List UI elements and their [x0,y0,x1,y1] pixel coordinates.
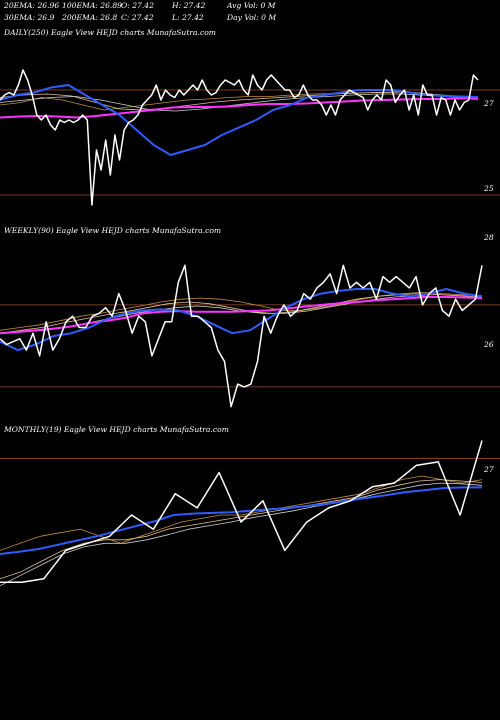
panel-weekly-series-ema-fast [0,288,483,352]
panel-daily-tick-0: 27 [483,99,494,108]
stat-close: C: 27.42 [121,13,154,22]
stat-100ema: 100EMA: 26.89 [62,1,122,10]
panel-weekly-series-ema-slow [0,296,483,335]
panel-monthly-series-price [0,440,483,584]
panel-monthly-series-ema-fast [0,486,482,555]
panel-daily: DAILY(250) Eagle View HEJD charts Munafa… [0,28,500,206]
panel-daily-series-ma-c [0,93,479,112]
panel-monthly-series-ma-b [0,479,483,580]
stat-low: L: 27.42 [171,13,204,22]
panel-weekly-title: WEEKLY(90) Eagle View HEJD charts Munafa… [4,226,221,235]
stat-open: O: 27.42 [121,1,154,10]
panel-daily-title: DAILY(250) Eagle View HEJD charts Munafa… [3,28,216,37]
panel-weekly-series-ma-a [0,291,483,331]
panel-daily-series-price [0,69,479,206]
stat-avg-vol: Avg Vol: 0 M [226,1,276,10]
panel-monthly: MONTHLY(19) Eagle View HEJD charts Munaf… [0,425,500,587]
stat-200ema: 200EMA: 26.8 [61,13,117,22]
panel-weekly-levels [0,304,500,388]
stat-30ema: 30EMA: 26.9 [4,13,55,22]
panel-monthly-series [0,440,483,587]
stat-high: H: 27.42 [171,1,206,10]
panel-monthly-series-ma-c [0,482,483,587]
stat-20ema: 20EMA: 26.96 [3,1,59,10]
header-stats: 20EMA: 26.96 100EMA: 26.89 O: 27.42 H: 2… [3,1,276,22]
panel-weekly-series-price [0,264,483,408]
panel-monthly-title: MONTHLY(19) Eagle View HEJD charts Munaf… [3,425,229,434]
panel-weekly-tick-1: 26 [483,340,494,349]
panel-daily-series [0,69,479,206]
panel-weekly-series [0,264,483,408]
panel-daily-tick-1: 25 [483,184,494,193]
panel-weekly: WEEKLY(90) Eagle View HEJD charts Munafa… [0,226,500,408]
stat-day-vol: Day Vol: 0 M [226,13,276,22]
panel-daily-series-ma-b [0,91,479,111]
panel-daily-series-ema-fast [0,84,479,156]
panel-weekly-tick-0: 28 [483,233,494,242]
panel-monthly-series-ma-a [0,475,483,551]
panel-monthly-tick-0: 27 [483,465,494,474]
